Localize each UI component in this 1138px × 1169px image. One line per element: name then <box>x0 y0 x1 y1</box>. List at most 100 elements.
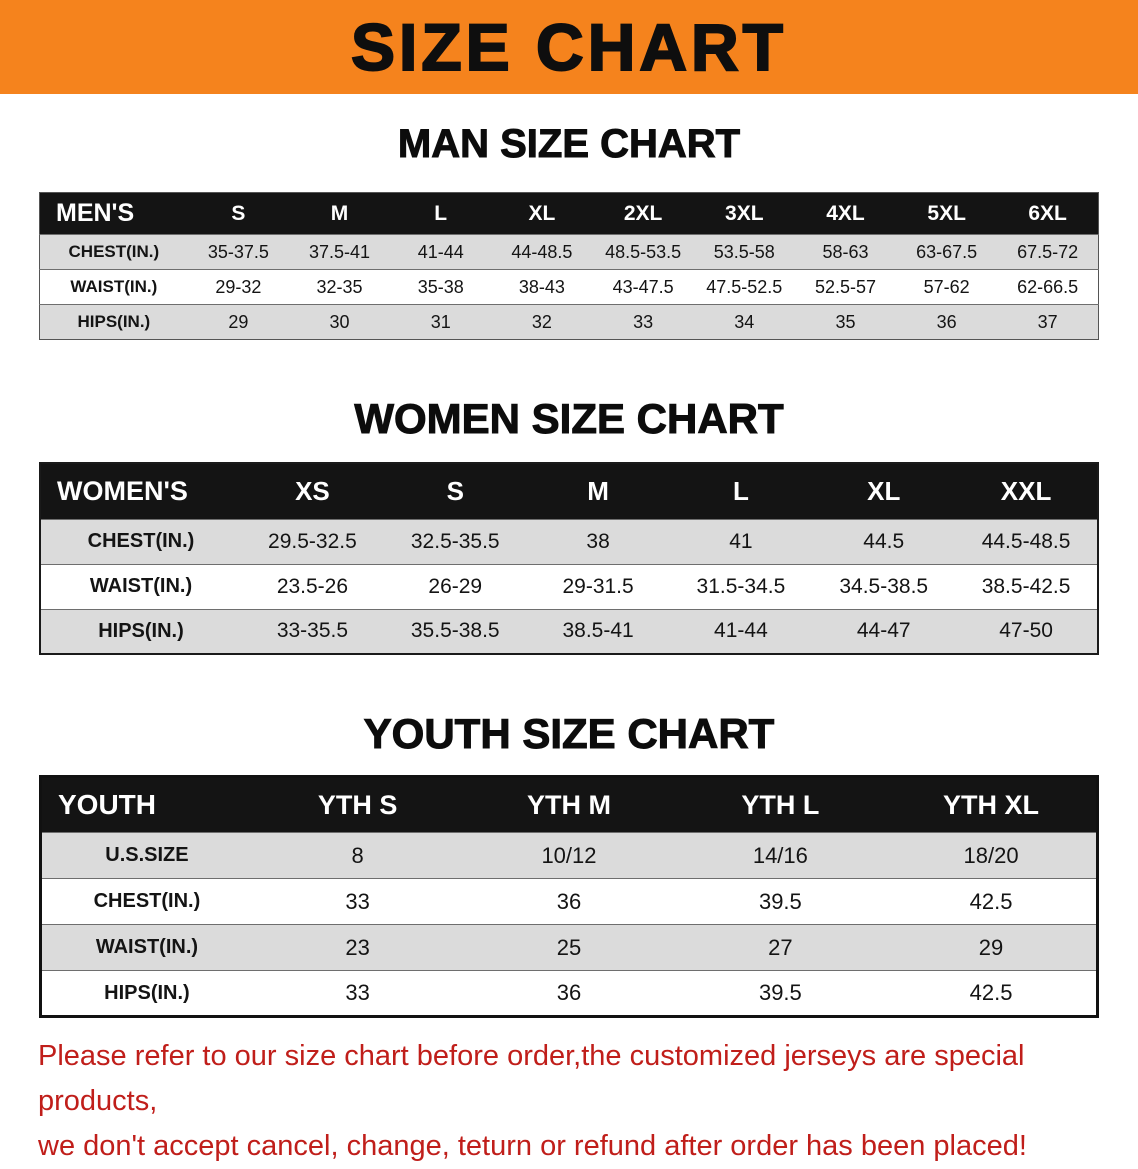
size-header-cell: S <box>187 192 289 235</box>
youth-size-table: YOUTH YTH S YTH M YTH L YTH XL U.S.SIZE 8 10/12… <box>39 775 1099 1019</box>
table-row: WAIST(IN.) 23 25 27 29 <box>40 924 1098 971</box>
size-header-cell: 6XL <box>997 192 1099 235</box>
size-header-cell: S <box>383 463 527 520</box>
section-women-sizes: WOMEN SIZE CHART WOMEN'S XS S M L XL XXL CHEST(… <box>0 395 1138 656</box>
size-header-cell: 3XL <box>693 192 795 235</box>
size-header-cell: YTH S <box>251 776 464 833</box>
size-value-cell: 47.5-52.5 <box>706 276 783 297</box>
row-label-cell: WAIST(IN.) <box>70 277 158 296</box>
size-header-cell: XS <box>241 463 384 520</box>
size-value-cell: 29-31.5 <box>562 574 634 598</box>
size-value-cell: 44-48.5 <box>511 241 573 262</box>
size-value-cell: 38.5-42.5 <box>981 574 1071 598</box>
page-title: SIZE CHART <box>350 10 787 84</box>
size-header-cell: XXL <box>955 463 1098 520</box>
section-youth-sizes: YOUTH SIZE CHART YOUTH YTH S YTH M YTH L YTH… <box>0 710 1138 1019</box>
size-value-cell: 36 <box>936 311 957 332</box>
table-row: HIPS(IN.) 33 36 39.5 42.5 <box>40 970 1098 1017</box>
size-value-cell: 33 <box>345 980 370 1006</box>
size-value-cell: 47-50 <box>999 619 1053 643</box>
size-value-cell: 53.5-58 <box>713 241 775 262</box>
size-header-cell: YTH L <box>674 776 887 833</box>
size-header-cell: XL <box>491 192 593 235</box>
table-header-row: WOMEN'S XS S M L XL XXL <box>40 463 1098 520</box>
size-value-cell: 39.5 <box>758 888 802 914</box>
size-value-cell: 37.5-41 <box>309 241 371 262</box>
size-value-cell: 41-44 <box>714 619 768 643</box>
table-header-row: MEN'S S M L XL 2XL 3XL 4XL 5XL 6XL <box>39 192 1099 235</box>
size-value-cell: 32-35 <box>316 276 363 297</box>
table-header-row: YOUTH YTH S YTH M YTH L YTH XL <box>40 776 1098 833</box>
women-section-heading: WOMEN SIZE CHART <box>354 395 784 442</box>
size-value-cell: 41 <box>729 529 753 553</box>
size-value-cell: 29-32 <box>215 276 262 297</box>
size-header-cell: 4XL <box>794 192 897 235</box>
men-section-heading: MAN SIZE CHART <box>397 122 741 167</box>
row-label-cell: HIPS(IN.) <box>77 312 151 331</box>
size-value-cell: 29.5-32.5 <box>268 529 357 553</box>
size-value-cell: 37 <box>1037 311 1058 332</box>
size-value-cell: 57-62 <box>923 276 970 297</box>
size-value-cell: 33 <box>633 311 654 332</box>
size-value-cell: 29 <box>228 311 249 332</box>
size-value-cell: 35-38 <box>417 276 464 297</box>
table-row: WAIST(IN.) 29-32 32-35 35-38 38-43 43-47.5 47.… <box>39 269 1099 305</box>
size-value-cell: 8 <box>351 842 364 868</box>
row-label-cell: HIPS(IN.) <box>104 981 190 1004</box>
size-value-cell: 30 <box>329 311 350 332</box>
size-value-cell: 42.5 <box>969 888 1013 914</box>
size-value-cell: 36 <box>556 980 582 1006</box>
size-value-cell: 23.5-26 <box>276 574 349 598</box>
size-value-cell: 26-29 <box>428 574 483 598</box>
size-value-cell: 42.5 <box>969 980 1013 1006</box>
size-value-cell: 36 <box>556 888 582 914</box>
size-value-cell: 58-63 <box>822 241 869 262</box>
size-value-cell: 44.5 <box>863 529 905 553</box>
size-value-cell: 29 <box>978 934 1004 960</box>
size-value-cell: 14/16 <box>752 842 808 868</box>
size-header-cell: M <box>288 192 391 235</box>
disclaimer: Please refer to our size chart before or… <box>0 1034 1138 1169</box>
size-value-cell: 34 <box>734 311 755 332</box>
table-row: HIPS(IN.) 29 30 31 32 33 34 35 36 37 <box>39 304 1099 340</box>
size-value-cell: 32.5-35.5 <box>410 529 500 553</box>
size-header-cell: YTH XL <box>886 776 1098 833</box>
size-value-cell: 62-66.5 <box>1017 276 1079 297</box>
row-label-cell: CHEST(IN.) <box>93 890 201 913</box>
size-value-cell: 67.5-72 <box>1017 241 1079 262</box>
size-header-cell: 5XL <box>896 192 998 235</box>
disclaimer-line-1: Please refer to our size chart before or… <box>38 1040 1025 1118</box>
size-header-cell: XL <box>812 463 956 520</box>
row-label-cell: HIPS(IN.) <box>98 619 184 642</box>
size-header-cell: YTH M <box>463 776 675 833</box>
row-label-cell: CHEST(IN.) <box>87 530 195 553</box>
table-row: HIPS(IN.) 33-35.5 35.5-38.5 38.5-41 41-44 44-… <box>40 609 1098 655</box>
size-value-cell: 10/12 <box>541 842 597 868</box>
disclaimer-line-2: we don't accept cancel, change, teturn o… <box>38 1130 1027 1163</box>
table-title-cell: MEN'S <box>39 192 188 235</box>
size-value-cell: 31 <box>430 311 451 332</box>
section-men-sizes: MAN SIZE CHART MEN'S S M L XL 2XL 3XL 4XL 5XL 6XL… <box>0 122 1138 340</box>
size-value-cell: 44.5-48.5 <box>981 529 1071 553</box>
row-label-cell: CHEST(IN.) <box>68 242 160 261</box>
row-label-cell: WAIST(IN.) <box>95 936 199 959</box>
size-value-cell: 33-35.5 <box>276 619 349 643</box>
size-value-cell: 35.5-38.5 <box>410 619 500 643</box>
banner: SIZE CHART <box>0 0 1138 94</box>
size-value-cell: 33 <box>345 888 370 914</box>
row-label-cell: U.S.SIZE <box>105 844 189 867</box>
size-header-cell: L <box>390 192 492 235</box>
table-row: U.S.SIZE 8 10/12 14/16 18/20 <box>40 832 1098 879</box>
youth-section-heading: YOUTH SIZE CHART <box>363 710 775 758</box>
size-header-cell: L <box>669 463 813 520</box>
size-value-cell: 38-43 <box>518 276 565 297</box>
size-value-cell: 35-37.5 <box>207 241 269 262</box>
size-value-cell: 63-67.5 <box>916 241 978 262</box>
table-title-cell: YOUTH <box>40 776 252 833</box>
table-row: CHEST(IN.) 35-37.5 37.5-41 41-44 44-48.5 48.5… <box>39 234 1099 270</box>
size-value-cell: 38.5-41 <box>562 619 634 643</box>
size-value-cell: 25 <box>556 934 582 960</box>
size-value-cell: 35 <box>835 311 856 332</box>
table-row: CHEST(IN.) 29.5-32.5 32.5-35.5 38 41 44.5 44.5… <box>40 519 1098 565</box>
